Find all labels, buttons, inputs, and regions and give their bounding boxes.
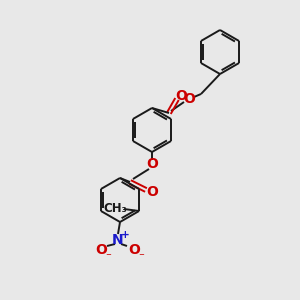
Text: CH₃: CH₃ [103, 202, 127, 215]
Text: O: O [146, 185, 158, 199]
Text: O: O [146, 157, 158, 171]
Text: O: O [95, 243, 107, 257]
Text: O: O [128, 243, 140, 257]
Text: +: + [121, 230, 129, 240]
Text: O: O [175, 89, 187, 103]
Text: ⁻: ⁻ [105, 252, 111, 262]
Text: O: O [183, 92, 195, 106]
Text: ⁻: ⁻ [138, 252, 144, 262]
Text: N: N [112, 233, 124, 247]
